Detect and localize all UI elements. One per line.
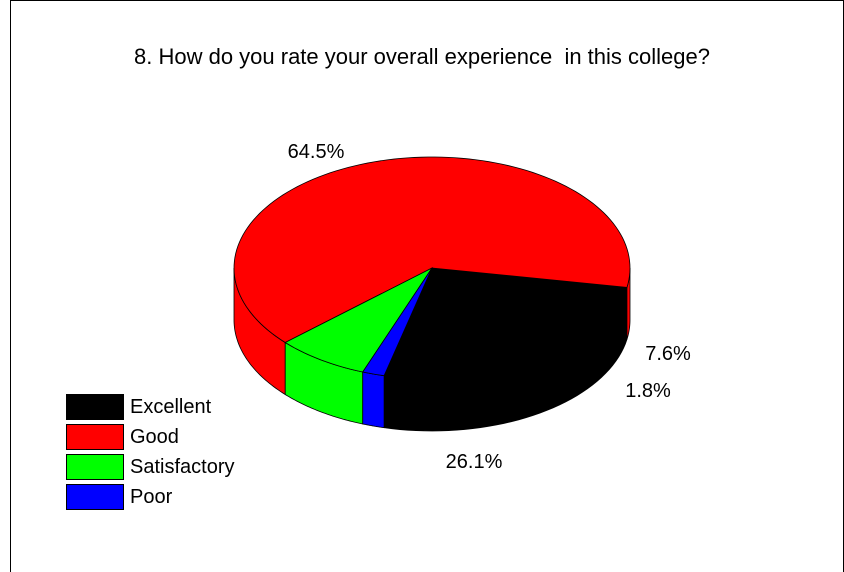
pie-slice-excellent: [383, 267, 628, 380]
data-label-good: 64.5%: [288, 141, 345, 163]
pie-slice-satisfactory: [284, 266, 434, 373]
legend-label-satisfactory: Satisfactory: [130, 455, 235, 478]
legend-swatch-good: [66, 424, 124, 450]
legend-item-excellent: Excellent: [66, 392, 234, 422]
chart-legend: Excellent Good Satisfactory Poor: [66, 392, 234, 512]
pie-side-poor: [362, 371, 385, 429]
legend-item-satisfactory: Satisfactory: [66, 452, 234, 482]
legend-swatch-poor: [66, 484, 124, 510]
data-label-satisfactory: 7.6%: [645, 343, 691, 365]
legend-label-good: Good: [130, 425, 179, 448]
legend-item-good: Good: [66, 422, 234, 452]
legend-swatch-satisfactory: [66, 454, 124, 480]
legend-swatch-excellent: [66, 394, 124, 420]
pie-slice-poor: [362, 267, 433, 377]
data-label-poor: 1.8%: [625, 380, 671, 402]
legend-item-poor: Poor: [66, 482, 234, 512]
pie-slice-good: [233, 156, 631, 343]
legend-label-poor: Poor: [130, 485, 173, 508]
data-label-excellent: 26.1%: [446, 451, 503, 473]
chart-title: 8. How do you rate your overall experien…: [134, 44, 710, 69]
legend-label-excellent: Excellent: [130, 395, 212, 418]
